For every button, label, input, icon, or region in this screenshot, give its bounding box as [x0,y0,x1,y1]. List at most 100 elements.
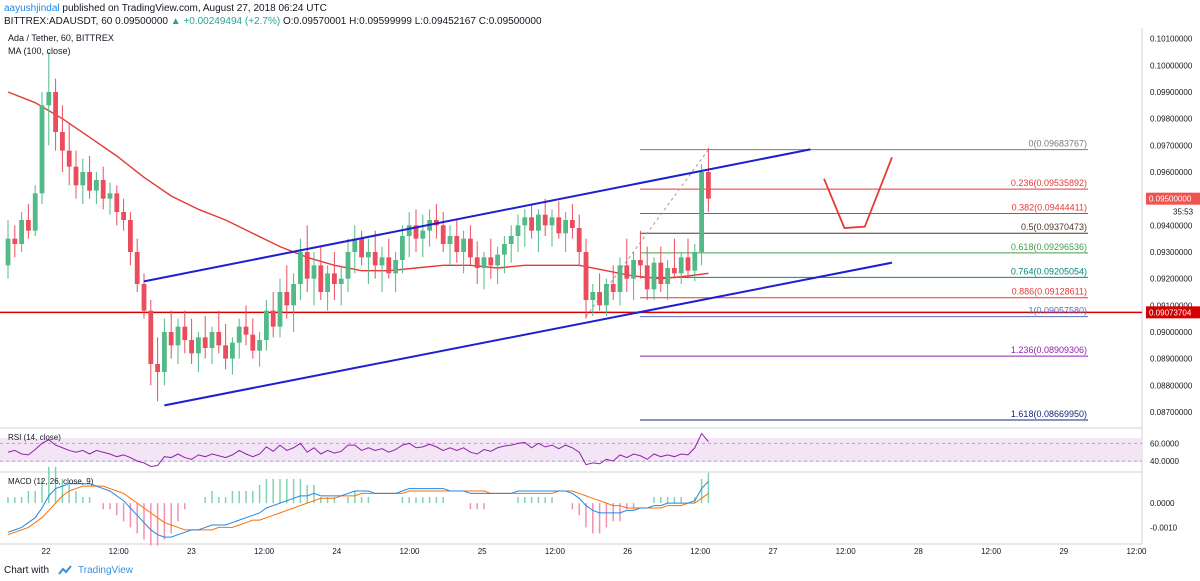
candle-body [685,257,691,271]
rsi-tick-label: 40.0000 [1150,457,1179,466]
fib-level-label: 0.764(0.09205054) [1011,266,1087,276]
candle-body [359,238,364,258]
candle-body [32,193,38,231]
hline-price-badge [1146,306,1200,319]
symbol-label: BITTREX:ADAUSDT, 60 [4,16,113,27]
fib-level-label: 1(0.09057580) [1028,306,1087,316]
publish-text: published on TradingView.com, August 27,… [62,3,327,14]
candle-body [148,310,154,364]
fib-trend-line [585,149,709,317]
time-tick-label: 12:00 [690,547,711,556]
price-chart[interactable]: 0.10100000 0.10000000 0.09900000 0.09800000… [0,28,1200,563]
rsi-tick-label: 60.0000 [1150,439,1179,448]
candle-body [672,268,677,274]
time-tick-label: 12:00 [981,547,1002,556]
candle-body [495,254,500,266]
time-tick-label: 12:00 [836,547,857,556]
rsi-line [7,432,709,467]
price-tick-label: 0.08800000 [1150,381,1193,390]
fib-level-label: 0.236(0.09535892) [1011,178,1087,188]
ma100-line [7,91,709,280]
candle-body [66,150,72,167]
tradingview-brand[interactable]: TradingView [78,565,134,576]
candle-body [60,132,65,151]
candle-body [5,238,11,266]
fib-level-label: 0.618(0.09296536) [1011,242,1087,252]
candle-body [257,340,262,351]
candle-body [284,292,290,306]
author-link[interactable]: aayushjindal [4,3,60,14]
candle-body [202,337,208,348]
candle-body [19,220,24,244]
candle-body [542,214,548,226]
candle-body [481,257,487,268]
candle-body [461,238,466,252]
candle-body [189,340,194,354]
candle-body [94,180,99,191]
candle-body [128,220,133,252]
price-tick-label: 0.09800000 [1150,115,1193,124]
time-tick-label: 12:00 [254,547,275,556]
candle-body [515,225,521,236]
candle-body [107,193,113,199]
symbol-line: BITTREX:ADAUSDT, 60 0.09500000 ▲ +0.0024… [4,16,542,27]
time-tick-label: 23 [187,547,196,556]
candle-body [447,236,453,244]
candle-body [522,217,528,226]
footer-bar: Chart with TradingView [0,563,1200,581]
price-tick-label: 0.08700000 [1150,408,1193,417]
candle-body [440,225,446,244]
chart-with-text: Chart with [4,565,50,576]
candle-body [631,260,636,279]
candle-body [87,172,92,191]
candle-body [536,214,541,231]
candle-body [508,236,514,244]
candle-body [46,92,52,106]
candle-body [692,252,698,271]
candle-body [610,284,616,292]
fib-level-label: 0.382(0.09444411) [1012,202,1087,212]
price-tick-label: 0.09400000 [1150,221,1193,230]
candle-body [699,172,704,252]
candle-body [617,265,623,292]
candle-body [529,217,534,231]
price-tick-label: 0.10000000 [1150,61,1193,70]
candle-body [270,310,276,327]
candle-body [121,212,126,220]
ma-indicator-label: MA (100, close) [8,46,71,56]
fib-level-label: 0(0.09683767) [1028,139,1087,149]
price-tick-label: 0.09300000 [1150,248,1193,257]
time-tick-label: 12:00 [399,547,420,556]
time-tick-label: 12:00 [1126,547,1147,556]
header-bar: aayushjindal published on TradingView.co… [0,0,1200,30]
candle-body [230,342,235,359]
time-tick-label: 25 [478,547,487,556]
candle-body [168,332,174,346]
hline-price-text: 0.09073704 [1149,308,1192,317]
candle-body [216,332,222,346]
tradingview-logo-icon [58,565,72,575]
time-tick-label: 12:00 [545,547,566,556]
fib-level-label: 1.618(0.08669950) [1011,409,1087,419]
time-tick-label: 12:00 [109,547,130,556]
publish-line: aayushjindal published on TradingView.co… [4,3,327,14]
ohlc-values: O:0.09570001 H:0.09599999 L:0.09452167 C… [282,16,542,27]
candle-body [576,228,582,252]
candle-body [400,236,405,260]
countdown-text: 35:53 [1173,208,1194,217]
candle-body [386,257,392,274]
channel-lower-line [164,261,893,407]
candle-body [413,225,419,239]
candle-body [162,332,167,372]
candle-body [223,345,228,359]
price-tick-label: 0.09900000 [1150,88,1193,97]
macd-tick-label: 0.0000 [1150,499,1175,508]
candle-body [155,364,160,372]
candle-body [332,273,337,284]
candle-body [644,265,650,290]
candle-body [678,257,684,274]
candle-body [325,273,330,292]
channel-upper-line [143,148,811,283]
macd-label: MACD (12, 26, close, 9) [8,477,94,486]
current-price-text: 0.09500000 [1149,195,1192,204]
